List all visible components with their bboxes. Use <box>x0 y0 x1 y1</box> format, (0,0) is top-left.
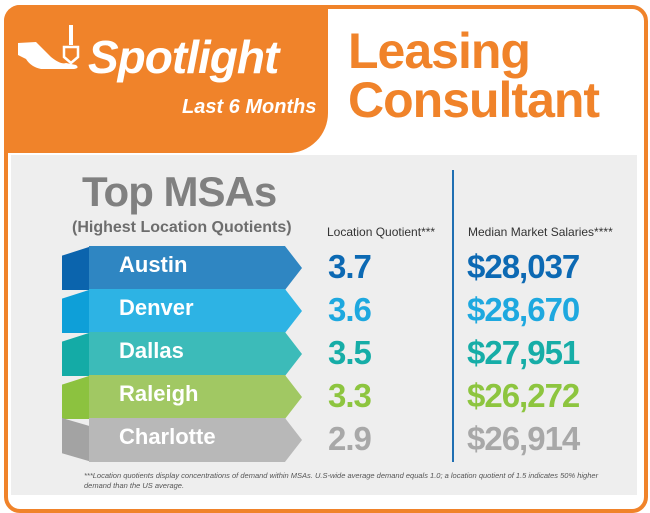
ribbon-band: Charlotte <box>89 418 302 462</box>
brand-title: Spotlight <box>88 31 279 83</box>
median-salary-value: $28,037 <box>467 248 580 285</box>
median-salary-value: $27,951 <box>467 334 580 371</box>
median-salary-value: $26,272 <box>467 377 580 414</box>
ribbon-bevel <box>62 375 92 419</box>
spotlight-banner <box>4 5 328 153</box>
location-quotient-value: 3.3 <box>328 377 372 414</box>
city-name: Austin <box>119 252 188 277</box>
period-label: Last 6 Months <box>182 96 317 118</box>
column-header-salary: Median Market Salaries**** <box>468 225 613 239</box>
ribbon-bevel <box>62 246 92 290</box>
city-name: Denver <box>119 295 194 320</box>
section-subtitle: (Highest Location Quotients) <box>72 219 292 236</box>
section-title: Top MSAs <box>82 168 277 215</box>
location-quotient-value: 2.9 <box>328 420 372 457</box>
job-title-line1: Leasing <box>348 23 531 79</box>
location-quotient-value: 3.7 <box>328 248 372 285</box>
ribbon-band: Dallas <box>89 332 302 376</box>
median-salary-value: $28,670 <box>467 291 580 328</box>
msa-row-ribbon: Austin <box>62 246 302 290</box>
msa-row-ribbon: Denver <box>62 289 302 333</box>
location-quotient-value: 3.6 <box>328 291 372 328</box>
city-name: Dallas <box>119 338 184 363</box>
column-header-lq: Location Quotient*** <box>327 225 436 239</box>
msa-row-ribbon: Charlotte <box>62 418 302 462</box>
footnote: ***Location quotients display concentrat… <box>84 471 599 491</box>
ribbon-bevel <box>62 418 92 462</box>
msa-row-ribbon: Raleigh <box>62 375 302 419</box>
column-divider <box>452 170 454 462</box>
city-name: Raleigh <box>119 381 199 406</box>
hand-holding-key-icon <box>18 25 80 69</box>
ribbon-band: Raleigh <box>89 375 302 419</box>
city-name: Charlotte <box>119 424 216 449</box>
ribbon-bevel <box>62 332 92 376</box>
ribbon-band: Denver <box>89 289 302 333</box>
median-salary-value: $26,914 <box>467 420 580 457</box>
msa-row-ribbon: Dallas <box>62 332 302 376</box>
ribbon-band: Austin <box>89 246 302 290</box>
job-title-line2: Consultant <box>348 72 600 128</box>
location-quotient-value: 3.5 <box>328 334 372 371</box>
ribbon-bevel <box>62 289 92 333</box>
